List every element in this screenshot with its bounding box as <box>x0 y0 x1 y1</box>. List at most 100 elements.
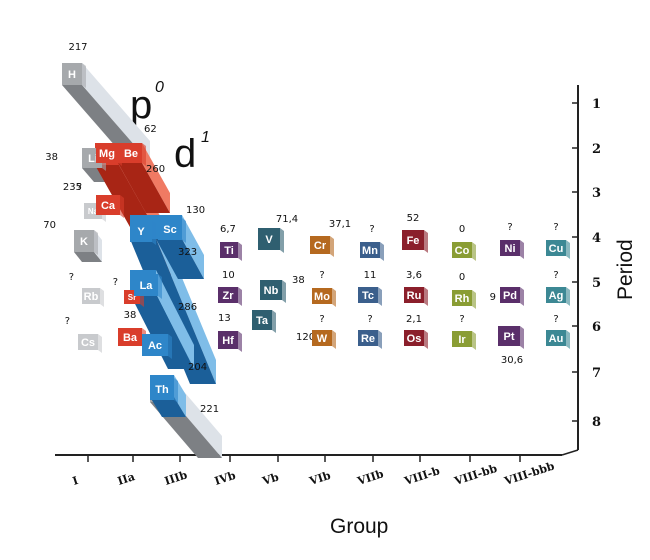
group-tick-label: IIa <box>116 470 137 488</box>
element-symbol: Rh <box>455 293 470 305</box>
element-cu: Cu? <box>546 222 570 259</box>
element-box-side <box>152 220 156 245</box>
element-ir: Ir? <box>452 314 476 350</box>
d1-label: d <box>174 132 196 176</box>
period-tick-label: 2 <box>592 142 601 157</box>
element-value: 235 <box>63 182 82 193</box>
element-value: 323 <box>178 247 197 258</box>
element-symbol: Ir <box>458 334 466 346</box>
element-box <box>252 310 272 330</box>
hydrogen-column-side-face <box>82 63 150 163</box>
element-box-side <box>272 310 276 333</box>
element-mn: Mn? <box>360 224 384 261</box>
element-box <box>500 240 520 256</box>
element-box <box>360 242 380 258</box>
p0-letter: p <box>130 83 152 127</box>
element-box-side <box>378 330 382 349</box>
element-cs: Cs? <box>65 316 102 353</box>
element-box-side <box>182 218 186 243</box>
element-box <box>142 334 168 356</box>
element-box <box>358 330 378 346</box>
element-ca: Ca 235 <box>63 182 124 218</box>
element-box-side <box>472 331 476 350</box>
element-symbol: Re <box>361 333 375 345</box>
group-tick-label: VIII-b <box>402 464 442 488</box>
element-box <box>452 290 472 306</box>
element-value: 30,6 <box>501 355 523 366</box>
element-re: Re? <box>358 314 382 349</box>
element-symbol: Zr <box>223 290 235 302</box>
element-symbol: V <box>265 234 273 246</box>
element-value: 11 <box>364 270 377 281</box>
element-mg: Mg 260 <box>96 143 165 175</box>
element-box-side <box>424 330 428 349</box>
element-value: 3,6 <box>406 270 422 281</box>
group-tick-label: VIb <box>307 469 333 488</box>
element-rh: Rh 0 <box>452 272 476 309</box>
element-ac: Ac 204 <box>142 334 207 373</box>
element-hf: Hf 13 <box>218 313 242 352</box>
element-co: Co 0 <box>452 224 476 261</box>
period-tick-label: 3 <box>592 186 601 201</box>
element-symbol: Cu <box>549 243 564 255</box>
element-os: Os 2,1 <box>404 314 428 349</box>
element-box <box>310 236 330 254</box>
element-value: 6,7 <box>220 224 236 235</box>
element-value: 13 <box>218 313 231 324</box>
period-tick-label: 6 <box>592 320 601 335</box>
element-value: ? <box>367 314 372 325</box>
group-tick-label: I <box>71 474 80 488</box>
element-box <box>118 328 142 346</box>
element-value: 9 <box>490 292 496 303</box>
element-pt: Pt 30,6 <box>498 326 524 366</box>
element-value: ? <box>77 182 82 193</box>
element-value: 286 <box>178 302 197 313</box>
element-value: ? <box>113 277 118 288</box>
element-box-side <box>378 287 382 306</box>
element-box <box>220 242 238 258</box>
element-box-side <box>174 378 178 403</box>
element-box-side <box>238 287 242 306</box>
element-value: 62 <box>144 124 157 135</box>
period-tick-label: 7 <box>592 366 601 381</box>
d1-superscript: 1 <box>201 129 210 146</box>
element-pd: Pd 9 <box>490 287 524 306</box>
element-box <box>546 330 566 346</box>
element-symbol: Mn <box>362 245 378 257</box>
group-tick-label: IIIb <box>163 468 189 488</box>
element-symbol: Au <box>549 333 564 345</box>
element-box <box>452 331 472 347</box>
group-tick-label: VIII-bbb <box>502 459 556 488</box>
element-symbol: Tc <box>362 290 374 302</box>
element-box-side <box>280 228 284 253</box>
element-box <box>546 240 566 256</box>
element-box <box>158 218 182 240</box>
element-box-side <box>380 242 384 261</box>
element-box-side <box>142 143 146 166</box>
alkaline-earth-column-2-side-face <box>142 143 170 213</box>
element-box <box>260 280 282 300</box>
element-nb: Nb 38 <box>260 275 305 303</box>
element-value: ? <box>507 222 512 233</box>
element-v: V71,4 <box>258 214 298 253</box>
element-box-side <box>424 287 428 306</box>
element-value: ? <box>553 314 558 325</box>
p0-label: p <box>130 83 152 127</box>
element-box-side <box>472 290 476 309</box>
element-box <box>150 378 174 400</box>
element-box <box>120 143 142 163</box>
element-symbol: Ac <box>148 340 162 352</box>
element-box <box>74 230 94 252</box>
period-tick-label: 1 <box>592 97 601 112</box>
element-box-side <box>98 334 102 353</box>
element-box <box>62 63 82 85</box>
element-box-side <box>424 230 428 253</box>
element-box <box>402 230 424 250</box>
element-y: Y 323 <box>130 220 197 258</box>
element-value: ? <box>553 270 558 281</box>
element-value: 37,1 <box>329 219 351 230</box>
element-symbol: Ba <box>123 332 138 344</box>
element-box-side <box>82 63 86 88</box>
element-value: 0 <box>459 224 465 235</box>
